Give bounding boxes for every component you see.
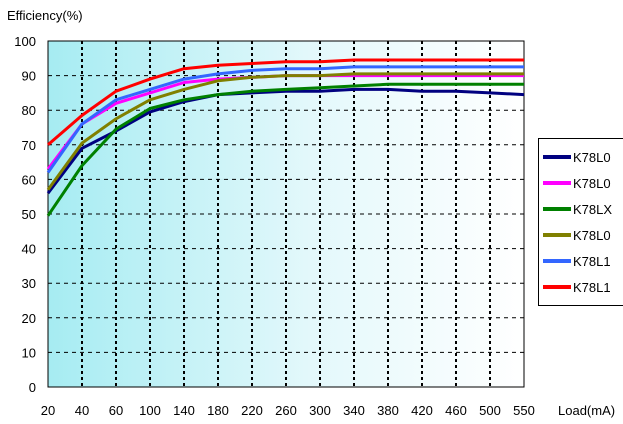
x-tick-label: 260 (275, 403, 297, 418)
legend-item: K78L1 (543, 277, 611, 297)
x-tick-label: 300 (309, 403, 331, 418)
y-tick-labels: 0 10 20 30 40 50 60 70 80 90 100 (14, 34, 36, 395)
x-tick-labels: 20 40 60 100 140 180 220 260 300 340 380 420 460 500 5… (41, 403, 535, 418)
series-group (46, 58, 525, 217)
series-line-1 (46, 87, 525, 195)
series-line-3 (46, 82, 524, 217)
x-tick-label: 40 (75, 403, 89, 418)
legend-item: K78L1 (543, 251, 611, 271)
legend-label: K78L0 (573, 227, 611, 243)
y-tick-label: 50 (22, 207, 36, 222)
x-tick-label: 100 (139, 403, 161, 418)
legend-swatch (543, 155, 571, 159)
legend-label: K78L1 (573, 279, 611, 295)
series-line-5 (46, 65, 524, 174)
y-tick-label: 80 (22, 103, 36, 118)
legend-item: K78LX (543, 199, 612, 219)
legend-swatch (543, 233, 571, 237)
legend-swatch (543, 181, 571, 185)
legend-label: K78LX (573, 201, 613, 217)
series-line-6 (47, 58, 524, 146)
x-tick-label: 180 (207, 403, 229, 418)
y-tick-label: 60 (22, 172, 36, 187)
x-tick-label: 140 (173, 403, 195, 418)
series-line-4 (46, 72, 524, 191)
x-tick-label: 500 (479, 403, 501, 418)
x-tick-label: 220 (241, 403, 263, 418)
legend: K78L0 K78L0 K78LX K78L0 K78L1 K78L1 (538, 138, 623, 306)
x-tick-label: 340 (343, 403, 365, 418)
y-tick-label: 100 (14, 34, 36, 49)
legend-label: K78L0 (573, 175, 611, 191)
x-tick-label: 60 (109, 403, 123, 418)
legend-swatch (543, 285, 571, 289)
y-tick-label: 10 (22, 345, 36, 360)
x-tick-label: 550 (513, 403, 535, 418)
legend-swatch (543, 207, 571, 211)
x-tick-label: 420 (411, 403, 433, 418)
legend-label: K78L1 (573, 253, 611, 269)
x-tick-label: 380 (377, 403, 399, 418)
x-tick-label: 20 (41, 403, 55, 418)
legend-item: K78L0 (543, 173, 611, 193)
y-tick-label: 90 (22, 69, 36, 84)
y-tick-label: 70 (22, 138, 36, 153)
legend-swatch (543, 259, 571, 263)
y-tick-label: 0 (29, 380, 36, 395)
y-tick-label: 30 (22, 276, 36, 291)
grid-lines (47, 40, 525, 388)
y-tick-label: 20 (22, 311, 36, 326)
x-axis-label: Load(mA) (558, 403, 615, 418)
legend-item: K78L0 (543, 147, 611, 167)
x-tick-label: 460 (445, 403, 467, 418)
legend-label: K78L0 (573, 149, 611, 165)
legend-item: K78L0 (543, 225, 611, 245)
y-tick-label: 40 (22, 242, 36, 257)
y-axis-label: Efficiency(%) (7, 8, 83, 23)
